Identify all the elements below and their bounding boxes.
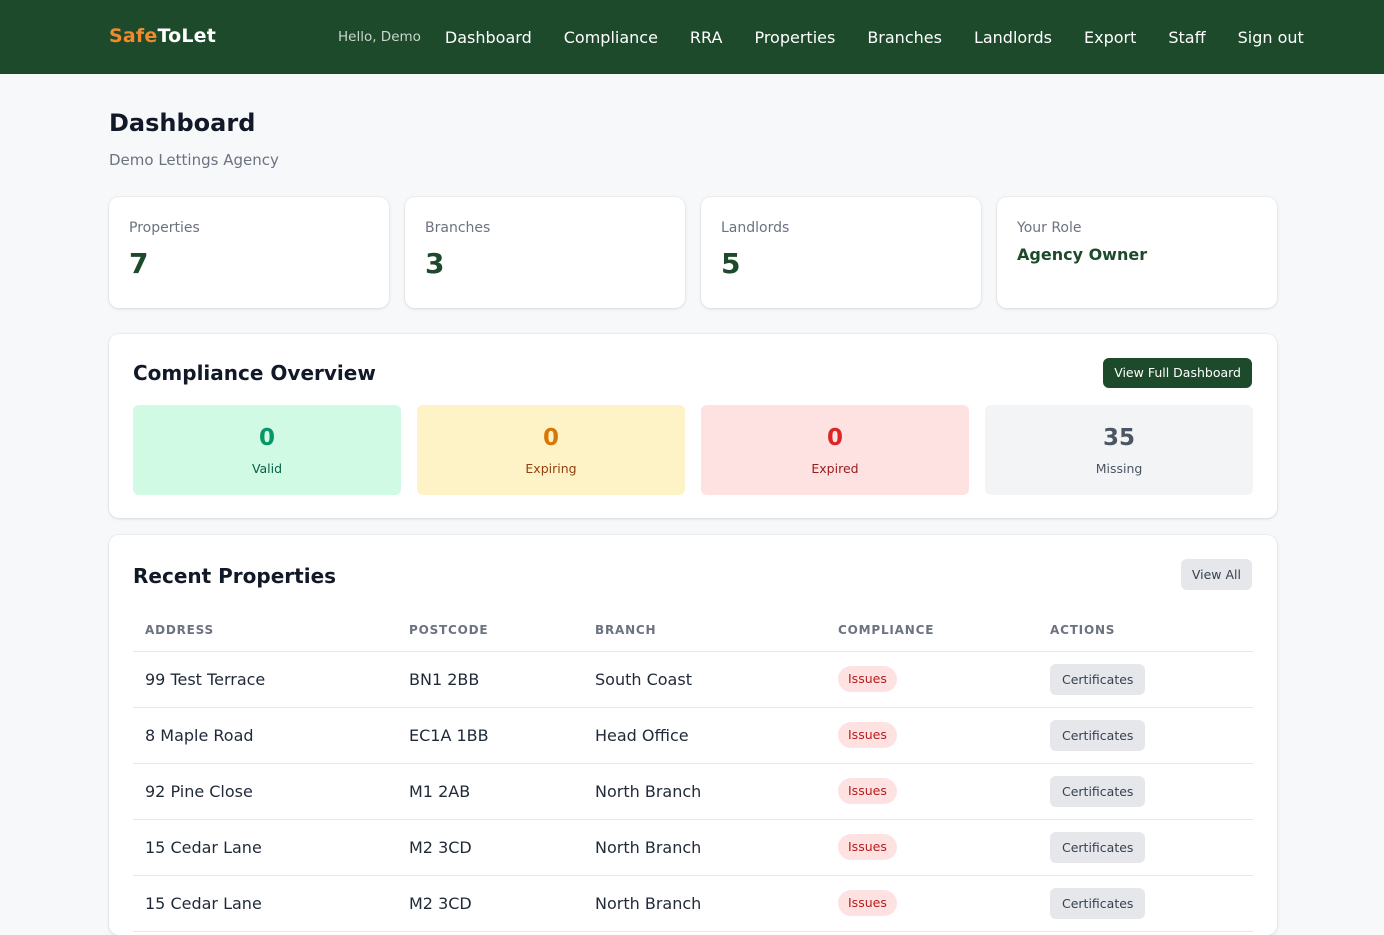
page-title: Dashboard <box>109 109 256 137</box>
cell-address: 15 Cedar Lane <box>133 875 397 932</box>
cell-postcode: M2 3CD <box>397 819 583 876</box>
status-valid-label: Valid <box>251 461 283 476</box>
stat-label: Landlords <box>721 220 790 236</box>
status-missing[interactable]: 35 Missing <box>985 405 1253 495</box>
stat-value: 3 <box>425 247 445 280</box>
cell-actions: Certificates <box>1038 763 1253 820</box>
stat-label: Properties <box>129 220 200 236</box>
cell-actions: Certificates <box>1038 651 1253 708</box>
table-row[interactable]: 15 Cedar Lane M2 3CD North Branch Issues… <box>133 875 1253 932</box>
cell-postcode: M1 2AB <box>397 763 583 820</box>
nav-link-staff[interactable]: Staff <box>1168 27 1206 47</box>
cell-branch: Head Office <box>583 707 826 764</box>
cell-actions: Certificates <box>1038 875 1253 932</box>
cell-postcode: BN1 2BB <box>397 651 583 708</box>
table-row[interactable]: 99 Test Terrace BN1 2BB South Coast Issu… <box>133 651 1253 708</box>
table-row[interactable]: 92 Pine Close M1 2AB North Branch Issues… <box>133 763 1253 820</box>
cell-branch: North Branch <box>583 875 826 932</box>
cell-branch: North Branch <box>583 819 826 876</box>
cell-branch: North Branch <box>583 763 826 820</box>
status-missing-label: Missing <box>1095 461 1143 476</box>
user-greeting: Hello, Demo <box>338 29 421 45</box>
cell-compliance: Issues <box>826 763 1038 820</box>
stat-card-properties: Properties 7 <box>109 197 389 308</box>
role-value: Agency Owner <box>1017 245 1148 264</box>
compliance-status-badge: Issues <box>838 834 897 860</box>
cell-compliance: Issues <box>826 707 1038 764</box>
status-valid-count: 0 <box>258 425 275 451</box>
cell-actions: Certificates <box>1038 819 1253 876</box>
cell-compliance: Issues <box>826 875 1038 932</box>
stat-label: Your Role <box>1017 220 1082 236</box>
cell-postcode: EC1A 1BB <box>397 707 583 764</box>
cell-address: 99 Test Terrace <box>133 651 397 708</box>
cell-compliance: Issues <box>826 819 1038 876</box>
table-row[interactable]: 8 Maple Road EC1A 1BB Head Office Issues… <box>133 707 1253 764</box>
stat-card-role: Your Role Agency Owner <box>997 197 1277 308</box>
status-valid[interactable]: 0 Valid <box>133 405 401 495</box>
nav-link-dashboard[interactable]: Dashboard <box>444 27 532 47</box>
cell-branch: South Coast <box>583 651 826 708</box>
compliance-overview-title: Compliance Overview <box>133 361 376 385</box>
cell-compliance: Issues <box>826 651 1038 708</box>
nav-link-export[interactable]: Export <box>1083 27 1137 47</box>
sign-out-link[interactable]: Sign out <box>1237 27 1304 47</box>
nav-link-rra[interactable]: RRA <box>689 27 723 47</box>
compliance-status-badge: Issues <box>838 778 897 804</box>
stat-label: Branches <box>425 220 491 236</box>
view-all-button[interactable]: View All <box>1180 559 1252 590</box>
nav-link-compliance[interactable]: Compliance <box>563 27 658 47</box>
cell-postcode: M2 3CD <box>397 875 583 932</box>
certificates-button[interactable]: Certificates <box>1050 887 1146 919</box>
certificates-button[interactable]: Certificates <box>1050 663 1146 695</box>
cell-address: 92 Pine Close <box>133 763 397 820</box>
compliance-overview-panel: Compliance Overview View Full Dashboard … <box>109 334 1277 518</box>
table-header-row: Address Postcode Branch Compliance Actio… <box>133 610 1253 652</box>
recent-properties-panel: Recent Properties View All Address Postc… <box>109 535 1277 935</box>
stat-value: 7 <box>129 247 149 280</box>
nav-link-properties[interactable]: Properties <box>754 27 836 47</box>
certificates-button[interactable]: Certificates <box>1050 775 1146 807</box>
properties-table: Address Postcode Branch Compliance Actio… <box>133 610 1253 932</box>
status-expiring-count: 0 <box>542 425 559 451</box>
brand-logo-part2: ToLet <box>157 25 217 47</box>
main-nav: Hello, Demo Dashboard Compliance RRA Pro… <box>338 0 1304 74</box>
status-expired-count: 0 <box>826 425 843 451</box>
status-expired-label: Expired <box>811 461 859 476</box>
status-expired[interactable]: 0 Expired <box>701 405 969 495</box>
brand-logo[interactable]: SafeToLet <box>109 25 216 47</box>
column-header-postcode: Postcode <box>397 610 583 652</box>
column-header-compliance: Compliance <box>826 610 1038 652</box>
cell-address: 8 Maple Road <box>133 707 397 764</box>
top-navbar: SafeToLet Hello, Demo Dashboard Complian… <box>0 0 1384 74</box>
cell-address: 15 Cedar Lane <box>133 819 397 876</box>
view-full-dashboard-button[interactable]: View Full Dashboard <box>1103 358 1252 388</box>
certificates-button[interactable]: Certificates <box>1050 831 1146 863</box>
compliance-status-badge: Issues <box>838 666 897 692</box>
certificates-button[interactable]: Certificates <box>1050 719 1146 751</box>
brand-logo-part1: Safe <box>109 25 158 47</box>
compliance-status-badge: Issues <box>838 722 897 748</box>
status-expiring-label: Expiring <box>525 461 577 476</box>
cell-actions: Certificates <box>1038 707 1253 764</box>
page-subtitle: Demo Lettings Agency <box>109 151 279 169</box>
status-expiring[interactable]: 0 Expiring <box>417 405 685 495</box>
nav-link-branches[interactable]: Branches <box>867 27 942 47</box>
stat-card-landlords: Landlords 5 <box>701 197 981 308</box>
stat-card-branches: Branches 3 <box>405 197 685 308</box>
table-row[interactable]: 15 Cedar Lane M2 3CD North Branch Issues… <box>133 819 1253 876</box>
recent-properties-title: Recent Properties <box>133 564 337 588</box>
column-header-address: Address <box>133 610 397 652</box>
nav-link-landlords[interactable]: Landlords <box>973 27 1052 47</box>
column-header-branch: Branch <box>583 610 826 652</box>
column-header-actions: Actions <box>1038 610 1253 652</box>
status-missing-count: 35 <box>1102 425 1135 451</box>
stat-value: 5 <box>721 247 741 280</box>
compliance-status-badge: Issues <box>838 890 897 916</box>
